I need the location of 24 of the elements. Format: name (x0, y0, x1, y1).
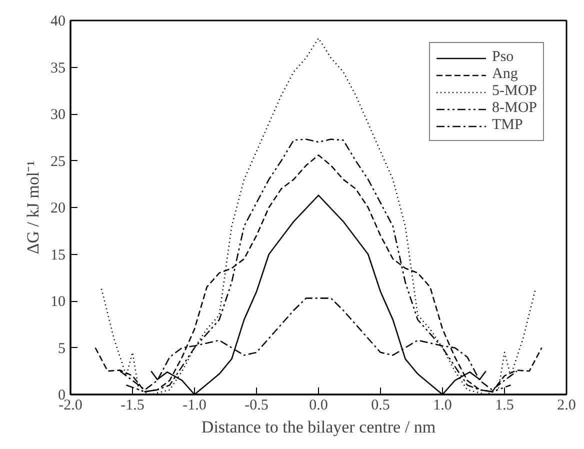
x-tick-label: -1.0 (182, 398, 206, 414)
y-tick-label: 10 (50, 294, 66, 310)
y-tick-label: 30 (50, 107, 66, 123)
x-tick-label: 0.0 (309, 398, 328, 414)
y-tick-label: 5 (58, 340, 66, 357)
y-tick-label: 15 (50, 247, 66, 264)
x-tick-label: 1.5 (495, 398, 514, 414)
x-axis-title: Distance to the bilayer centre / nm (201, 418, 436, 436)
y-tick-label: 20 (50, 200, 66, 216)
y-tick-label: 0 (58, 388, 66, 404)
y-axis-title: ΔG / kJ mol⁻¹ (24, 160, 42, 254)
x-tick-label: 0.5 (371, 398, 390, 414)
legend-label: 5-MOP (492, 83, 537, 100)
x-tick-label: -1.5 (120, 398, 144, 414)
y-tick-label: 40 (50, 14, 66, 30)
y-tick-label: 35 (50, 60, 66, 76)
x-tick-label: 1.0 (433, 398, 452, 414)
x-tick-label: 2.0 (557, 398, 576, 414)
legend-label: Ang (492, 66, 518, 83)
legend-label: TMP (492, 117, 523, 134)
legend-label: Pso (492, 49, 514, 66)
y-tick-label: 25 (50, 154, 66, 170)
x-tick-label: -0.5 (244, 398, 268, 414)
legend-label: 8-MOP (492, 100, 537, 117)
